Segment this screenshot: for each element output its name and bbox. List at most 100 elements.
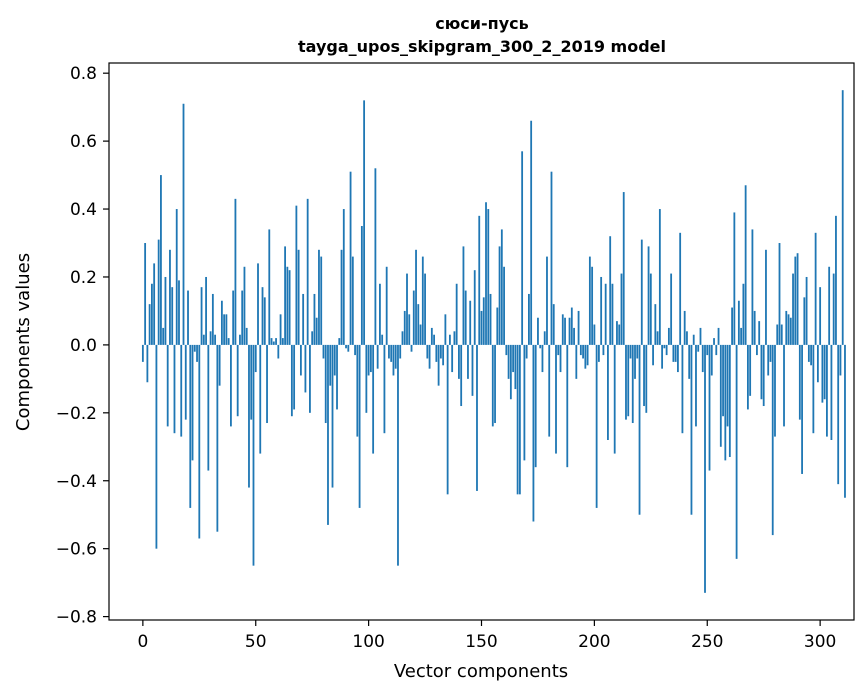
bar bbox=[789, 317, 792, 345]
bar bbox=[699, 327, 702, 345]
bar bbox=[548, 344, 551, 437]
bar bbox=[180, 344, 183, 437]
bar bbox=[369, 344, 372, 373]
bar bbox=[588, 256, 591, 345]
x-tick-label: 250 bbox=[691, 632, 723, 652]
bar bbox=[776, 324, 779, 345]
bar bbox=[579, 344, 582, 356]
bar bbox=[146, 344, 149, 383]
bar bbox=[141, 344, 144, 362]
bar bbox=[272, 341, 275, 345]
bar bbox=[751, 229, 754, 345]
chart-title: сюси-пусь bbox=[435, 14, 528, 33]
bar bbox=[187, 290, 189, 345]
bar bbox=[654, 304, 657, 345]
bar bbox=[573, 327, 575, 345]
bar bbox=[742, 283, 745, 345]
bar bbox=[771, 344, 774, 536]
bar bbox=[381, 334, 384, 345]
bar-series bbox=[141, 90, 846, 593]
bar bbox=[286, 266, 289, 345]
x-axis-ticks: 0 50 100 150 200 250 300 bbox=[137, 620, 836, 652]
bar bbox=[494, 344, 496, 424]
bar bbox=[733, 212, 736, 345]
bar bbox=[810, 344, 813, 366]
bar bbox=[478, 215, 481, 345]
bar bbox=[634, 344, 636, 379]
bar bbox=[385, 266, 388, 345]
bar bbox=[392, 344, 395, 376]
bar bbox=[216, 344, 219, 532]
bar bbox=[611, 283, 614, 345]
bar bbox=[796, 253, 799, 345]
bar bbox=[546, 256, 548, 345]
bar bbox=[537, 317, 539, 345]
bar bbox=[622, 192, 625, 345]
bar bbox=[460, 344, 463, 407]
bar bbox=[525, 344, 528, 359]
bar bbox=[189, 344, 192, 508]
bar bbox=[248, 344, 250, 488]
y-axis-label: Components values bbox=[13, 253, 34, 431]
bar bbox=[586, 344, 589, 366]
bar bbox=[496, 307, 499, 345]
bar bbox=[719, 344, 722, 447]
bar bbox=[225, 314, 228, 345]
bar bbox=[805, 276, 808, 345]
bar bbox=[780, 324, 783, 345]
bar bbox=[476, 344, 478, 491]
bar bbox=[211, 293, 214, 345]
bar bbox=[349, 171, 352, 345]
bar bbox=[652, 344, 654, 366]
bar bbox=[521, 151, 524, 345]
x-tick-label: 100 bbox=[352, 632, 384, 652]
bar bbox=[304, 344, 307, 393]
bar bbox=[737, 300, 740, 345]
bar bbox=[196, 344, 198, 362]
bar bbox=[837, 344, 840, 485]
bar bbox=[485, 202, 487, 345]
y-tick-label: 0.6 bbox=[70, 132, 97, 152]
bar bbox=[830, 344, 833, 440]
bar bbox=[363, 100, 366, 345]
bar bbox=[259, 344, 262, 454]
bar bbox=[584, 344, 587, 369]
bar bbox=[155, 344, 158, 549]
bar bbox=[347, 344, 350, 352]
bar bbox=[322, 344, 325, 359]
bar bbox=[722, 344, 724, 417]
bar bbox=[577, 310, 580, 345]
bar bbox=[214, 334, 217, 345]
bar bbox=[728, 344, 731, 457]
bar bbox=[801, 344, 803, 474]
bar bbox=[379, 283, 381, 345]
bar bbox=[480, 310, 483, 345]
bar bbox=[731, 307, 733, 345]
bar bbox=[455, 283, 458, 345]
bar bbox=[534, 344, 537, 468]
bar bbox=[374, 168, 377, 345]
bar bbox=[410, 344, 413, 352]
bar bbox=[397, 344, 399, 566]
bar bbox=[616, 321, 618, 345]
bar bbox=[710, 344, 713, 376]
bar bbox=[327, 344, 329, 525]
bar bbox=[281, 338, 284, 345]
bar bbox=[717, 327, 720, 345]
bar bbox=[297, 249, 300, 345]
bar bbox=[812, 344, 815, 434]
bar bbox=[500, 229, 503, 345]
bar bbox=[241, 290, 244, 345]
bar bbox=[503, 266, 505, 345]
bar bbox=[223, 314, 226, 345]
bar bbox=[313, 293, 316, 345]
bar bbox=[559, 344, 562, 373]
bar bbox=[263, 297, 266, 345]
y-tick-label: −0.2 bbox=[56, 404, 97, 424]
bar bbox=[640, 239, 643, 345]
bar bbox=[144, 243, 147, 345]
bar bbox=[713, 338, 715, 345]
bar bbox=[439, 344, 442, 359]
bar bbox=[826, 344, 828, 437]
bar bbox=[597, 344, 600, 362]
